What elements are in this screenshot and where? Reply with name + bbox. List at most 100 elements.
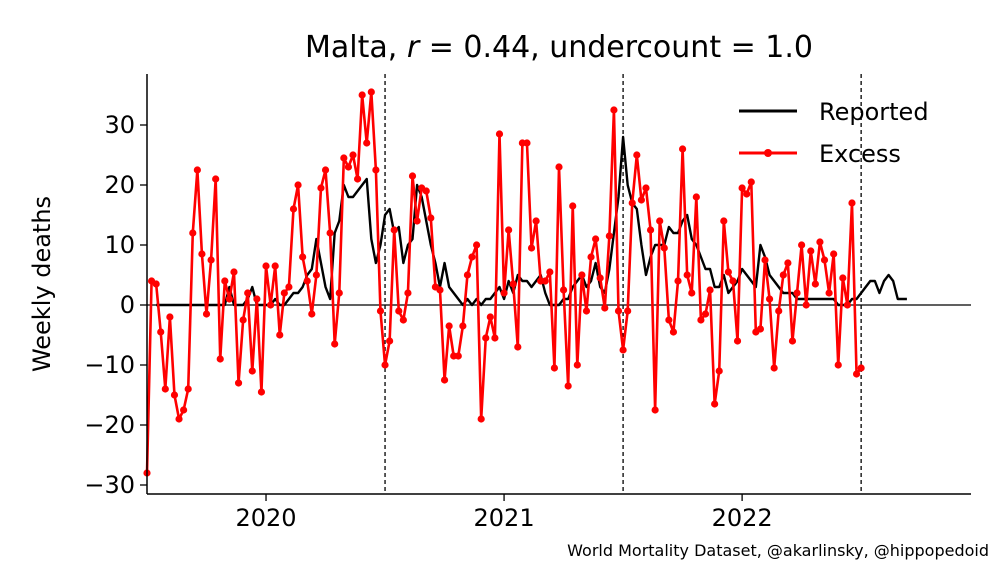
y-axis-label: Weekly deaths: [28, 196, 56, 372]
series-point-excess: [353, 175, 362, 183]
series-point-excess: [816, 238, 824, 246]
series-point-excess: [784, 259, 792, 267]
series-point-excess: [514, 343, 522, 351]
series-point-excess: [509, 280, 517, 288]
series-point-excess: [569, 202, 577, 210]
series-point-excess: [198, 250, 206, 258]
series-point-excess: [326, 229, 334, 237]
series-point-excess: [733, 337, 742, 345]
series-point-excess: [793, 289, 801, 297]
series-point-excess: [207, 256, 215, 264]
series-point-excess: [230, 268, 238, 276]
series-point-excess: [802, 301, 810, 309]
series-point-excess: [454, 352, 462, 360]
series-point-excess: [555, 163, 563, 171]
series-point-excess: [679, 145, 687, 153]
y-tick-label: 0: [120, 291, 135, 319]
series-point-excess: [193, 166, 201, 174]
series-point-excess: [605, 232, 613, 240]
series-point-excess: [257, 388, 266, 396]
series-layer: [143, 88, 907, 477]
series-point-excess: [276, 331, 284, 339]
series-point-excess: [770, 364, 778, 372]
series-point-excess: [811, 280, 819, 288]
series-point-excess: [175, 415, 183, 423]
series-point-excess: [189, 229, 197, 237]
series-point-excess: [399, 316, 407, 324]
series-point-excess: [765, 295, 774, 303]
series-point-excess: [582, 307, 591, 315]
series-point-excess: [527, 244, 536, 252]
series-point-excess: [724, 268, 732, 276]
y-tick-label: −30: [84, 471, 135, 499]
series-point-excess: [408, 172, 417, 180]
series-point-excess: [688, 289, 696, 297]
series-point-excess: [839, 274, 847, 282]
series-point-excess: [161, 385, 169, 393]
series-point-excess: [500, 289, 508, 297]
series-point-excess: [491, 334, 499, 342]
series-point-excess: [212, 175, 220, 183]
series-point-excess: [756, 325, 765, 333]
series-point-excess: [619, 346, 627, 354]
y-tick-label: −10: [84, 351, 135, 379]
series-point-excess: [596, 274, 604, 282]
series-point-excess: [390, 226, 398, 234]
x-tick-label: 2022: [712, 504, 773, 532]
series-point-excess: [848, 199, 856, 207]
series-point-excess: [573, 361, 581, 369]
series-point-excess: [225, 295, 233, 303]
series-point-excess: [459, 322, 467, 330]
legend-excess-label: Excess: [819, 140, 901, 168]
y-tick-label: 10: [104, 231, 135, 259]
chart-title-r-value: = 0.44, undercount = 1.0: [419, 30, 813, 65]
x-ticks: 2020 2021 2022: [235, 494, 773, 532]
series-point-excess: [184, 385, 192, 393]
series-point-excess: [505, 226, 513, 234]
series-point-excess: [335, 289, 343, 297]
series-point-excess: [216, 355, 224, 363]
series-point-excess: [331, 340, 339, 348]
series-point-excess: [386, 337, 394, 345]
series-point-excess: [340, 154, 348, 162]
series-point-excess: [541, 277, 549, 285]
series-point-excess: [289, 205, 298, 213]
series-point-excess: [550, 364, 559, 372]
series-point-excess: [170, 391, 179, 399]
series-point-excess: [669, 328, 678, 336]
series-point-excess: [395, 307, 403, 315]
series-point-excess: [651, 406, 659, 414]
series-point-excess: [743, 190, 751, 198]
series-point-excess: [422, 187, 430, 195]
series-point-excess: [166, 313, 174, 321]
series-point-excess: [202, 310, 211, 318]
series-point-excess: [152, 280, 160, 288]
y-tick-label: −20: [84, 411, 135, 439]
series-point-excess: [271, 262, 279, 270]
series-point-excess: [628, 199, 636, 207]
series-point-excess: [349, 151, 357, 159]
series-point-excess: [578, 271, 586, 279]
series-point-excess: [729, 277, 737, 285]
series-point-excess: [843, 301, 852, 309]
series-point-excess: [775, 307, 783, 315]
series-point-excess: [482, 334, 490, 342]
series-point-excess: [715, 367, 723, 375]
series-point-excess: [404, 289, 412, 297]
series-point-excess: [344, 163, 353, 171]
series-point-excess: [477, 415, 485, 423]
series-point-excess: [683, 271, 691, 279]
series-point-excess: [317, 184, 325, 192]
series-point-excess: [372, 166, 380, 174]
series-point-excess: [637, 196, 646, 204]
series-point-excess: [825, 289, 833, 297]
series-point-excess: [738, 184, 746, 192]
series-point-excess: [559, 286, 568, 294]
series-point-excess: [180, 406, 188, 414]
series-point-excess: [299, 253, 307, 261]
series-point-excess: [779, 271, 787, 279]
series-point-excess: [376, 307, 385, 315]
series-point-excess: [807, 247, 815, 255]
series-point-excess: [761, 256, 769, 264]
series-point-excess: [587, 253, 595, 261]
